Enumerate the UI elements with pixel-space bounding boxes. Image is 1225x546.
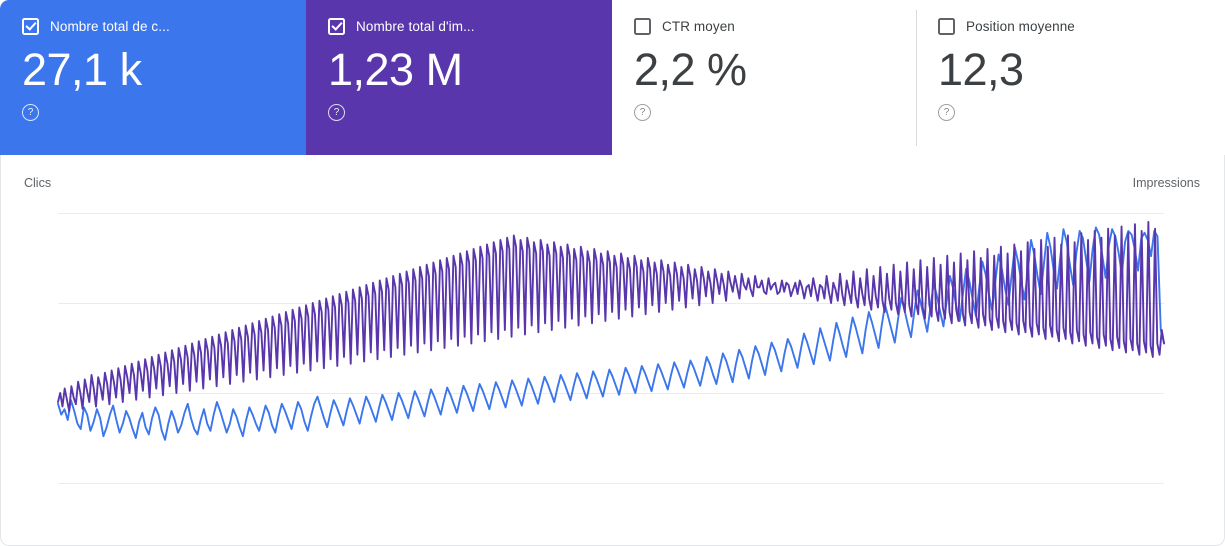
chart-gridline <box>58 213 1164 214</box>
chart-line-clics <box>57 226 1165 441</box>
metric-card-average-position[interactable]: Position moyenne 12,3 ? <box>916 0 1225 155</box>
chart-gridline <box>58 393 1164 394</box>
metric-label-average-position: Position moyenne <box>966 18 1075 34</box>
metric-card-total-impressions[interactable]: Nombre total d'im... 1,23 M ? <box>306 0 612 155</box>
checkbox-total-clicks[interactable] <box>22 17 39 35</box>
metric-card-header: Nombre total d'im... <box>328 16 612 36</box>
metric-card-average-ctr[interactable]: CTR moyen 2,2 % ? <box>612 0 916 155</box>
metric-label-average-ctr: CTR moyen <box>662 18 735 34</box>
help-icon-total-impressions[interactable]: ? <box>328 104 345 121</box>
left-axis-title: Clics <box>24 176 52 190</box>
metric-card-header: CTR moyen <box>634 16 916 36</box>
checkbox-average-ctr[interactable] <box>634 17 651 35</box>
metric-label-total-impressions: Nombre total d'im... <box>356 18 475 34</box>
metric-label-total-clicks: Nombre total de c... <box>50 18 170 34</box>
metric-value-average-ctr: 2,2 % <box>634 44 747 95</box>
chart-series-layer <box>57 221 1165 441</box>
checkbox-average-position[interactable] <box>938 17 955 35</box>
metric-cards-row: Nombre total de c... 27,1 k ? Nombre tot… <box>0 0 1225 155</box>
metric-value-average-position: 12,3 <box>938 44 1024 95</box>
metric-value-total-impressions: 1,23 M <box>328 44 463 95</box>
metric-card-header: Nombre total de c... <box>22 16 306 36</box>
metric-card-header: Position moyenne <box>938 16 1225 36</box>
chart-line-impressions <box>57 221 1165 412</box>
metric-card-total-clicks[interactable]: Nombre total de c... 27,1 k ? <box>0 0 306 155</box>
right-axis-title: Impressions <box>1132 176 1200 190</box>
checkbox-total-impressions[interactable] <box>328 17 345 35</box>
metric-value-total-clicks: 27,1 k <box>22 44 142 95</box>
chart-plot-area: 00502 k1004 k1506 k10/01/202510/03/20251… <box>57 213 1165 484</box>
help-icon-total-clicks[interactable]: ? <box>22 104 39 121</box>
chart-gridline <box>58 483 1164 484</box>
help-icon-average-position[interactable]: ? <box>938 104 955 121</box>
help-icon-average-ctr[interactable]: ? <box>634 104 651 121</box>
performance-chart-panel: Clics Impressions 00502 k1004 k1506 k10/… <box>0 155 1225 546</box>
